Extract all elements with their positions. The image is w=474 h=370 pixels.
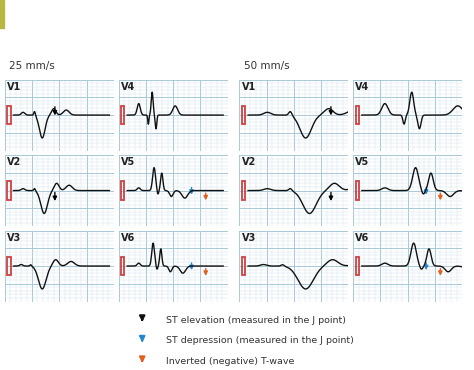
Text: V4: V4 [356, 82, 370, 92]
Text: 50 mm/s: 50 mm/s [244, 61, 290, 71]
Text: V4: V4 [121, 82, 135, 92]
Bar [121, 181, 124, 200]
Text: V2: V2 [7, 157, 21, 167]
Bar [242, 181, 245, 200]
Bar [356, 181, 359, 200]
Text: V5: V5 [356, 157, 370, 167]
Text: V6: V6 [121, 233, 135, 243]
Bar [8, 106, 10, 124]
Text: ST elevation (measured in the J point): ST elevation (measured in the J point) [166, 316, 346, 324]
Bar [0, 0, 4, 28]
Bar [8, 257, 10, 275]
Text: Left bundle branch block at two different paper speeds: Left bundle branch block at two differen… [7, 7, 375, 20]
Text: V1: V1 [242, 82, 256, 92]
Text: V2: V2 [242, 157, 256, 167]
Text: V5: V5 [121, 157, 135, 167]
Bar [356, 106, 359, 124]
Text: 25 mm/s: 25 mm/s [9, 61, 55, 71]
Text: V3: V3 [242, 233, 256, 243]
Bar [242, 257, 245, 275]
Text: V1: V1 [7, 82, 21, 92]
Text: Inverted (negative) T-wave: Inverted (negative) T-wave [166, 357, 294, 366]
Text: V6: V6 [356, 233, 370, 243]
Bar [242, 106, 245, 124]
Bar [121, 106, 124, 124]
Bar [8, 181, 10, 200]
Bar [121, 257, 124, 275]
Text: V3: V3 [7, 233, 21, 243]
Text: ST depression (measured in the J point): ST depression (measured in the J point) [166, 336, 354, 345]
Bar [356, 257, 359, 275]
